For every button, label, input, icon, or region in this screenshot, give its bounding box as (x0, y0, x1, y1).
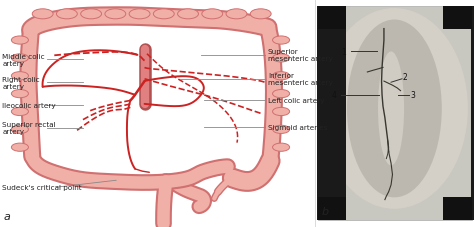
Circle shape (11, 108, 28, 116)
Text: 2: 2 (403, 73, 408, 82)
Circle shape (273, 108, 290, 116)
Text: Sigmoid arteries: Sigmoid arteries (268, 124, 328, 130)
Text: 3: 3 (410, 91, 415, 100)
Circle shape (273, 126, 290, 134)
Text: 4: 4 (332, 91, 337, 100)
Bar (318, 197, 346, 220)
Bar (443, 197, 472, 220)
Text: Superior
mesenteric artery: Superior mesenteric artery (268, 49, 333, 62)
Circle shape (250, 10, 271, 20)
Text: Middle colic
artery: Middle colic artery (2, 54, 45, 67)
Circle shape (202, 10, 223, 20)
Text: Left colic artery: Left colic artery (268, 98, 324, 104)
Bar (318, 7, 472, 220)
Text: Superior rectal
artery: Superior rectal artery (2, 122, 56, 135)
Circle shape (273, 54, 290, 63)
Circle shape (178, 10, 199, 20)
Text: a: a (4, 211, 11, 221)
Text: Ileocolic artery: Ileocolic artery (2, 103, 56, 109)
Circle shape (11, 54, 28, 63)
Circle shape (11, 126, 28, 134)
Circle shape (56, 10, 77, 20)
Text: Right colic
artery: Right colic artery (2, 76, 40, 89)
Ellipse shape (321, 9, 468, 209)
Text: Sudeck's critical point: Sudeck's critical point (2, 184, 82, 190)
Circle shape (11, 90, 28, 98)
Circle shape (11, 37, 28, 45)
Bar (318, 7, 346, 30)
Text: 1: 1 (341, 48, 346, 57)
Circle shape (154, 10, 174, 20)
Circle shape (273, 72, 290, 81)
Ellipse shape (378, 52, 404, 166)
Circle shape (273, 90, 290, 98)
Circle shape (11, 143, 28, 152)
Bar (443, 7, 472, 30)
Circle shape (273, 143, 290, 152)
Circle shape (129, 10, 150, 20)
Circle shape (81, 10, 101, 20)
Ellipse shape (347, 20, 442, 197)
Circle shape (105, 10, 126, 20)
Bar (471, 7, 474, 220)
Circle shape (226, 10, 247, 20)
Circle shape (273, 37, 290, 45)
Text: b: b (321, 206, 328, 216)
Circle shape (11, 72, 28, 81)
Bar (317, 7, 346, 220)
Circle shape (32, 10, 53, 20)
Text: Inferior
mesenteric artery: Inferior mesenteric artery (268, 73, 333, 86)
